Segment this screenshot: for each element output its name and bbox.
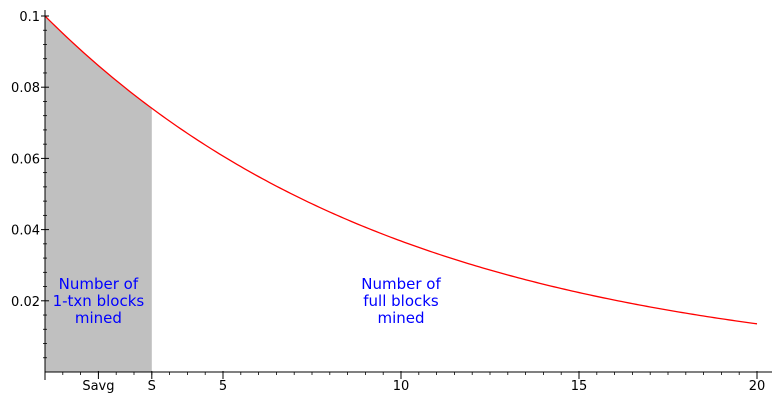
annotation-line: Number of [59, 275, 139, 293]
annotation-line: 1-txn blocks [53, 292, 145, 310]
y-tick-label: 0.08 [11, 81, 40, 96]
x-tick-label: 10 [393, 379, 410, 394]
y-tick-label: 0.04 [11, 224, 40, 239]
curve-layer [44, 15, 758, 325]
y-tick-label: 0.1 [19, 10, 40, 25]
annotation-2: Number of full blocks mined [361, 275, 441, 327]
y-tick-label: 0.06 [11, 152, 40, 167]
x-tick-label: Savg [82, 379, 114, 394]
annotation-line: Number of [361, 275, 441, 293]
annotation-line: mined [377, 309, 424, 327]
x-tick-label: 20 [749, 379, 766, 394]
shaded-area [45, 16, 152, 372]
annotation-line: mined [75, 309, 122, 327]
shaded-region-layer [45, 16, 152, 372]
x-tick-label: 15 [571, 379, 588, 394]
x-tick-label: 5 [219, 379, 227, 394]
axes: Savg S 5 10 15 20 0.02 0.04 0.06 0.08 0.1 [11, 10, 772, 394]
annotation-line: full blocks [363, 292, 439, 310]
y-tick-label: 0.02 [11, 295, 40, 310]
x-tick-label: S [148, 379, 156, 394]
curve-line [44, 15, 758, 325]
annotation-1: Number of 1-txn blocks mined [53, 275, 145, 327]
